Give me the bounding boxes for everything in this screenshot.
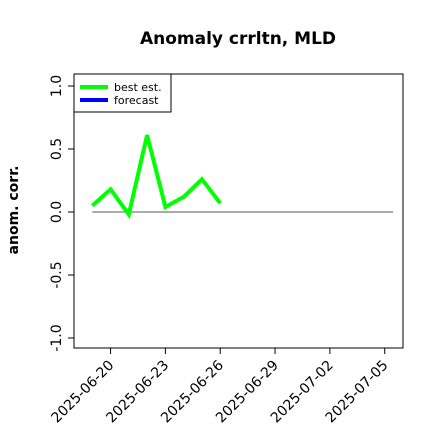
y-axis: -1.0 -0.5 0.0 0.5 1.0 [49,75,74,352]
y-tick-label-3: 0.5 [49,138,65,160]
legend-label-best-est: best est. [114,81,162,94]
series-layer [90,134,222,220]
legend-label-forecast: forecast [114,94,159,107]
series-line-0 [90,134,222,220]
legend: best est. forecast [73,73,172,113]
x-axis: 2025-06-202025-06-232025-06-262025-06-29… [49,348,392,426]
y-tick-label-2: 0.0 [49,201,65,223]
y-tick-label-4: 1.0 [49,75,65,97]
y-axis-label: anom. corr. [6,166,22,255]
y-tick-label-1: -0.5 [49,261,65,288]
y-tick-label-0: -1.0 [49,324,65,351]
legend-box [73,73,172,113]
chart-title: Anomaly crrltn, MLD [140,29,336,49]
plot-area [73,73,404,349]
